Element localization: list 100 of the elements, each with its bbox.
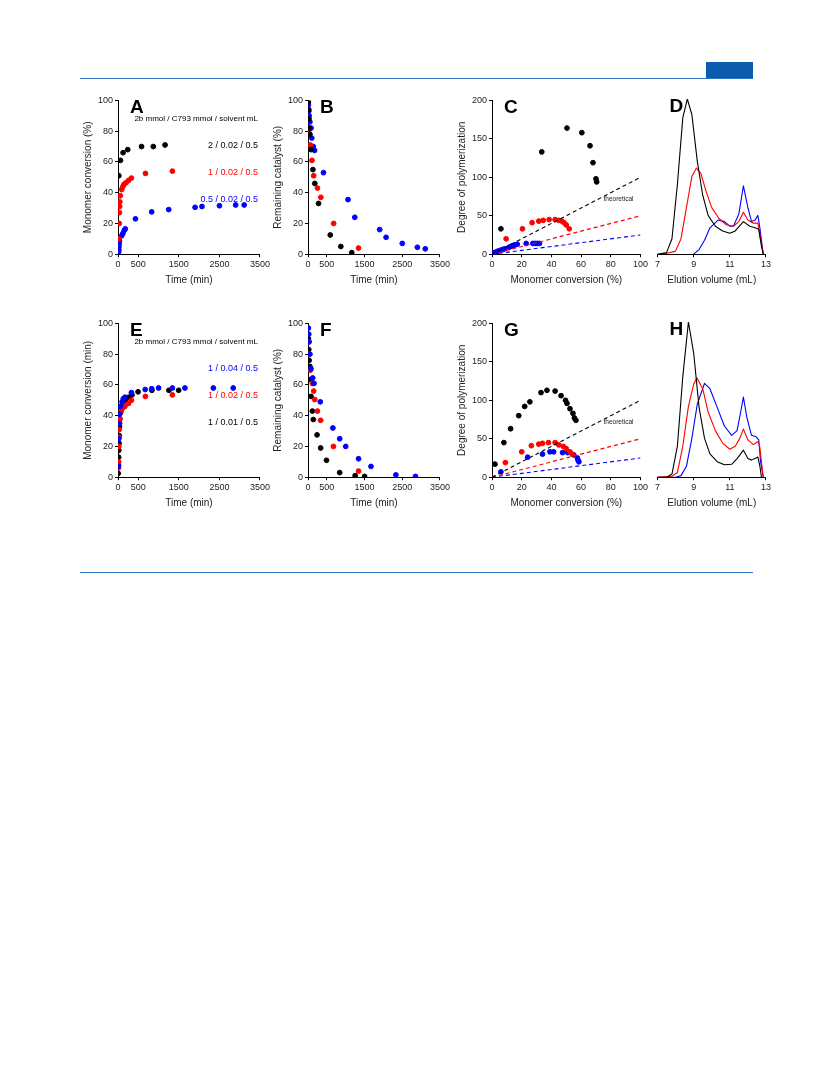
y-tick-label: 60 <box>103 156 114 167</box>
text: 1 / 0.02 / 0.5 <box>207 389 258 400</box>
x-tick-label: 500 <box>319 259 335 270</box>
y-tick-label: 20 <box>103 217 114 228</box>
y-tick-label: 150 <box>471 133 488 144</box>
x-tick-label: 500 <box>130 259 146 270</box>
x-tick-label: 7 <box>654 259 661 270</box>
x-tick-label: 2500 <box>209 259 230 270</box>
x-axis-title: Time (min) <box>350 273 398 285</box>
text: 2 / 0.02 / 0.5 <box>207 140 258 151</box>
y-tick-label: 40 <box>293 410 304 421</box>
x-tick-label: 9 <box>691 482 697 493</box>
chart-title: C <box>504 96 519 118</box>
y-tick-label: 50 <box>477 433 488 444</box>
x-axis-title: Time (min) <box>165 496 213 508</box>
x-tick-label: 60 <box>576 259 587 270</box>
x-tick-label: 11 <box>725 482 735 493</box>
x-tick-label: 3500 <box>429 259 450 270</box>
y-tick-label: 60 <box>293 156 304 167</box>
x-axis-title: Time (min) <box>165 273 213 285</box>
x-tick-label: 500 <box>130 482 146 493</box>
y-tick-label: 100 <box>287 94 304 105</box>
y-tick-label: 100 <box>471 394 488 405</box>
x-tick-label: 20 <box>516 482 527 493</box>
x-axis-title: Elution volume (mL) <box>667 273 757 285</box>
x-tick-label: 0 <box>489 482 495 493</box>
x-tick-label: 100 <box>632 482 649 493</box>
x-tick-label: 1500 <box>168 259 189 270</box>
x-tick-label: 13 <box>760 259 771 270</box>
x-tick-label: 9 <box>691 259 697 270</box>
x-tick-label: 2500 <box>209 482 230 493</box>
chart-title: G <box>504 319 519 341</box>
y-tick-label: 100 <box>97 94 114 105</box>
x-tick-label: 0 <box>305 482 311 493</box>
x-tick-label: 0 <box>115 259 121 270</box>
x-tick-label: 3500 <box>249 259 270 270</box>
x-axis-title: Elution volume (mL) <box>667 496 757 508</box>
x-tick-label: 1500 <box>354 259 375 270</box>
x-tick-label: 1500 <box>168 482 189 493</box>
x-tick-label: 2500 <box>392 482 413 493</box>
x-tick-label: 3500 <box>429 482 450 493</box>
text: 0.5 / 0.02 / 0.5 <box>200 193 258 204</box>
y-axis-title: Degree of polymerization <box>455 344 467 456</box>
x-tick-label: 0 <box>489 259 495 270</box>
text: 1 / 0.01 / 0.5 <box>207 416 258 427</box>
x-tick-label: 13 <box>760 482 771 493</box>
x-axis-title: Monomer conversion (%) <box>510 273 623 285</box>
y-axis-title: Monomer conversion (%) <box>81 121 93 234</box>
y-tick-label: 0 <box>482 248 488 259</box>
y-tick-label: 150 <box>471 356 488 367</box>
y-tick-label: 0 <box>108 248 114 259</box>
x-tick-label: 100 <box>632 259 649 270</box>
x-tick-label: 11 <box>725 259 735 270</box>
x-tick-label: 3500 <box>249 482 270 493</box>
y-tick-label: 20 <box>103 440 114 451</box>
x-axis-title: Time (min) <box>350 496 398 508</box>
chart-title: D <box>669 94 684 116</box>
x-tick-label: 80 <box>605 259 616 270</box>
y-tick-label: 0 <box>298 248 304 259</box>
x-tick-label: 500 <box>319 482 335 493</box>
chart-title: B <box>320 96 334 118</box>
y-tick-label: 0 <box>482 471 488 482</box>
legend-title: 2b mmol / C793 mmol / solvent mL <box>134 114 259 124</box>
y-tick-label: 40 <box>103 410 114 421</box>
y-tick-label: 50 <box>477 210 488 221</box>
x-tick-label: 1500 <box>354 482 375 493</box>
y-tick-label: 80 <box>103 125 114 136</box>
y-tick-label: 40 <box>293 187 304 198</box>
y-tick-label: 20 <box>293 217 304 228</box>
x-tick-label: 2500 <box>392 259 413 270</box>
y-tick-label: 200 <box>471 94 488 105</box>
y-tick-label: 0 <box>298 471 304 482</box>
x-tick-label: 7 <box>654 482 661 493</box>
y-tick-label: 80 <box>103 348 114 359</box>
y-tick-label: 20 <box>293 440 304 451</box>
y-tick-label: 100 <box>287 317 304 328</box>
x-axis-title: Monomer conversion (%) <box>510 496 623 508</box>
y-tick-label: 40 <box>103 187 114 198</box>
y-axis-title: Monomer conversion (min) <box>81 340 93 460</box>
y-tick-label: 60 <box>293 379 304 390</box>
y-tick-label: 100 <box>471 171 488 182</box>
y-axis-title: Remaining catalyst (%) <box>271 125 283 229</box>
x-tick-label: 20 <box>516 259 527 270</box>
x-tick-label: 40 <box>546 482 557 493</box>
chart-title: F <box>320 319 332 341</box>
text: 1 / 0.02 / 0.5 <box>207 166 258 177</box>
y-axis-title: Remaining catalyst (%) <box>271 348 283 452</box>
y-tick-label: 0 <box>108 471 114 482</box>
x-tick-label: 0 <box>305 259 311 270</box>
text: 1 / 0.04 / 0.5 <box>207 363 258 374</box>
x-tick-label: 80 <box>605 482 616 493</box>
chart-title: H <box>669 317 684 339</box>
y-tick-label: 100 <box>97 317 114 328</box>
x-tick-label: 60 <box>576 482 587 493</box>
x-tick-label: 0 <box>115 482 121 493</box>
y-tick-label: 60 <box>103 379 114 390</box>
y-axis-title: Degree of polymerization <box>455 121 467 233</box>
y-tick-label: 80 <box>293 125 304 136</box>
y-tick-label: 200 <box>471 317 488 328</box>
y-tick-label: 80 <box>293 348 304 359</box>
